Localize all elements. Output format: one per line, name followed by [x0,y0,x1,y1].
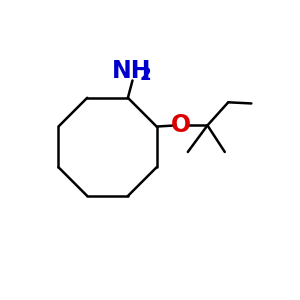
Text: NH: NH [112,59,151,83]
Text: 2: 2 [140,66,151,84]
Text: O: O [171,113,191,137]
